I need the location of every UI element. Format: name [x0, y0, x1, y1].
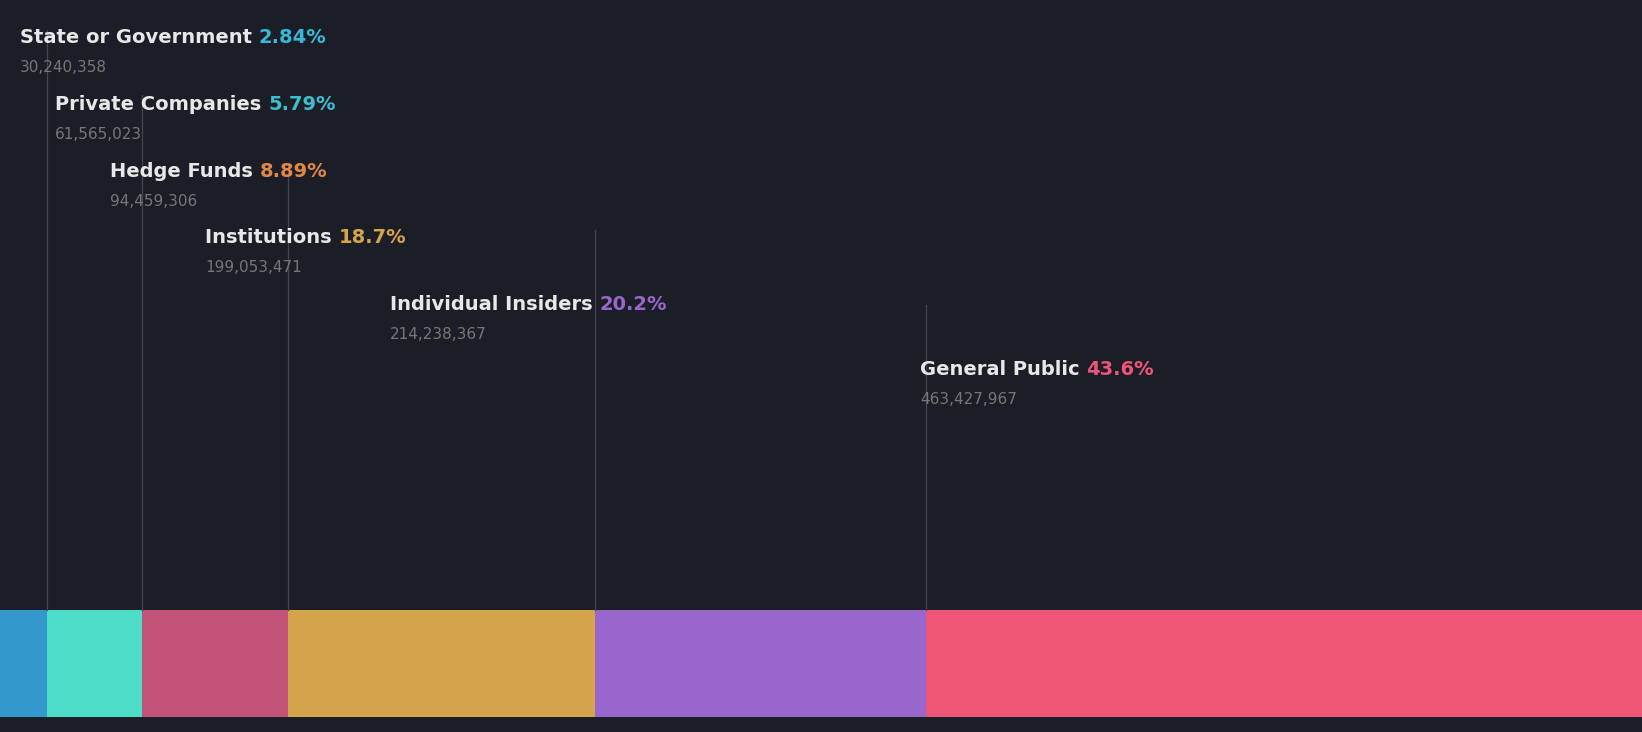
- Text: 2.84%: 2.84%: [259, 28, 327, 47]
- Text: General Public: General Public: [920, 360, 1087, 379]
- Bar: [594, 610, 926, 717]
- Text: 214,238,367: 214,238,367: [391, 327, 486, 342]
- Text: 199,053,471: 199,053,471: [205, 260, 302, 275]
- Text: 30,240,358: 30,240,358: [20, 60, 107, 75]
- Text: 43.6%: 43.6%: [1087, 360, 1154, 379]
- Text: 61,565,023: 61,565,023: [54, 127, 143, 142]
- Text: 94,459,306: 94,459,306: [110, 194, 197, 209]
- Bar: [141, 610, 287, 717]
- Text: 20.2%: 20.2%: [599, 295, 667, 314]
- Text: Institutions: Institutions: [205, 228, 338, 247]
- Bar: [0, 610, 46, 717]
- Text: 463,427,967: 463,427,967: [920, 392, 1016, 407]
- Bar: [926, 610, 1642, 717]
- Bar: [287, 610, 594, 717]
- Bar: [46, 610, 141, 717]
- Text: 5.79%: 5.79%: [268, 95, 335, 114]
- Text: 8.89%: 8.89%: [259, 162, 327, 181]
- Text: State or Government: State or Government: [20, 28, 259, 47]
- Text: Hedge Funds: Hedge Funds: [110, 162, 259, 181]
- Text: Private Companies: Private Companies: [54, 95, 268, 114]
- Text: Individual Insiders: Individual Insiders: [391, 295, 599, 314]
- Text: 18.7%: 18.7%: [338, 228, 406, 247]
